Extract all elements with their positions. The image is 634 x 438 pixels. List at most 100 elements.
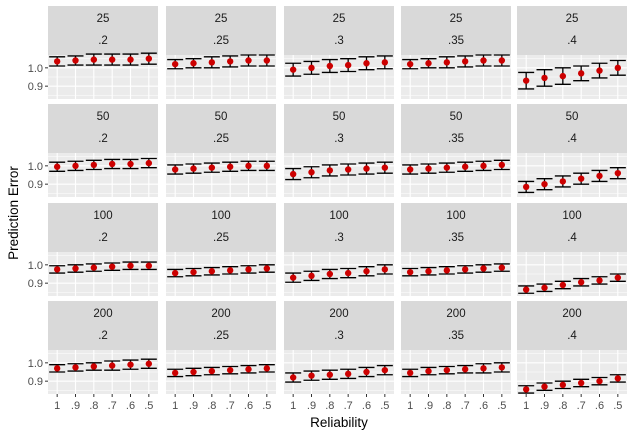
data-point — [498, 161, 506, 169]
x-tick-label: .8 — [442, 400, 451, 412]
data-point — [461, 266, 469, 273]
strip-col-label: .25 — [213, 330, 229, 342]
x-tick-label: .9 — [540, 400, 549, 412]
data-point — [72, 265, 79, 272]
data-point — [344, 269, 352, 277]
data-point — [90, 161, 98, 169]
data-point — [406, 268, 414, 276]
x-tick-label: 1 — [54, 400, 60, 412]
data-point — [596, 377, 603, 385]
panel: 200.2 — [48, 301, 158, 394]
panel: 100.3 — [284, 203, 394, 296]
x-axis: 1 .9 .8 .7 .6 .5 1 .9 .8 .7 .6 .5 1 .9 .8 .7 .6 .5 1 .9 .8 .7… — [54, 394, 622, 412]
data-point — [480, 57, 487, 64]
panel-strip — [166, 104, 276, 153]
data-point — [308, 64, 315, 72]
data-point — [226, 163, 234, 170]
data-point — [289, 374, 297, 381]
strip-col-label: .3 — [334, 232, 344, 244]
data-point — [344, 370, 352, 378]
strip-row-label: 200 — [562, 308, 581, 320]
y-axes: 0.9 1.0 0.9 1.0 0.9 1.0 0.9 1.0 — [28, 63, 48, 388]
data-point — [263, 162, 271, 170]
panel: 50.25 — [166, 104, 276, 197]
data-point — [406, 60, 414, 68]
data-point — [559, 72, 567, 80]
x-tick-label: .6 — [244, 400, 253, 412]
data-point — [190, 268, 197, 276]
x-tick-label: .8 — [207, 400, 216, 412]
panel-strip — [401, 203, 511, 252]
panel-strip — [284, 6, 394, 55]
data-point — [425, 60, 432, 67]
panel: 100.25 — [166, 203, 276, 296]
data-point — [559, 178, 567, 185]
panel: 25.4 — [517, 6, 627, 99]
x-tick-label: .6 — [479, 400, 488, 412]
data-point — [326, 270, 334, 278]
panel-strip — [48, 203, 158, 252]
panel: 100.35 — [401, 203, 511, 296]
data-point — [171, 269, 179, 277]
panel-strip — [401, 301, 511, 350]
data-point — [498, 57, 506, 64]
strip-col-label: .25 — [213, 35, 229, 47]
data-point — [541, 74, 548, 82]
data-point — [559, 381, 567, 389]
data-point — [406, 369, 414, 377]
data-point — [522, 183, 530, 191]
data-point — [263, 365, 271, 372]
strip-col-label: .25 — [213, 232, 229, 244]
data-point — [90, 56, 98, 63]
x-tick-label: .9 — [424, 400, 433, 412]
panel: 200.4 — [517, 301, 627, 394]
panel-strip — [166, 6, 276, 55]
panel-strip — [517, 104, 627, 153]
data-point — [190, 368, 197, 376]
strip-row-label: 25 — [333, 13, 346, 25]
data-point — [53, 163, 61, 170]
x-tick-label: .7 — [461, 400, 470, 412]
data-point — [226, 366, 234, 374]
data-point — [245, 162, 252, 170]
strip-col-label: .2 — [98, 133, 108, 145]
y-tick-label: 1.0 — [28, 161, 43, 173]
data-point — [145, 360, 153, 367]
data-point — [381, 366, 389, 374]
data-point — [263, 265, 271, 272]
strip-row-label: 25 — [566, 13, 579, 25]
data-point — [127, 262, 134, 269]
x-tick-label: .7 — [108, 400, 117, 412]
strip-col-label: .2 — [98, 232, 108, 244]
data-point — [289, 170, 297, 178]
strip-col-label: .4 — [567, 35, 577, 47]
panel-strip — [517, 301, 627, 350]
data-point — [208, 367, 216, 375]
data-point — [90, 264, 98, 271]
panel: 50.2 — [48, 104, 158, 197]
data-point — [245, 366, 252, 373]
x-tick-label: .9 — [71, 400, 80, 412]
data-point — [461, 58, 469, 65]
strip-row-label: 200 — [211, 308, 230, 320]
x-tick-label: .8 — [325, 400, 334, 412]
y-tick-label: 0.9 — [28, 179, 43, 191]
panel: 200.35 — [401, 301, 511, 394]
panel-strip — [48, 301, 158, 350]
data-point — [381, 59, 389, 66]
data-point — [308, 169, 315, 176]
data-point — [443, 164, 451, 171]
x-tick-label: .8 — [558, 400, 567, 412]
data-point — [226, 267, 234, 274]
data-point — [443, 267, 451, 274]
y-tick-label: 1.0 — [28, 63, 43, 75]
data-point — [127, 361, 134, 368]
data-point — [90, 363, 98, 370]
data-point — [443, 59, 451, 66]
data-point — [53, 266, 61, 273]
strip-col-label: .25 — [213, 133, 229, 145]
strip-row-label: 100 — [211, 210, 230, 222]
strip-row-label: 200 — [93, 308, 112, 320]
data-point — [522, 77, 530, 84]
